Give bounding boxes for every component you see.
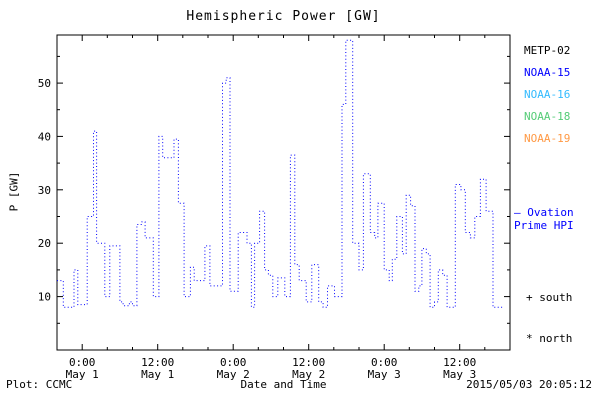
svg-text:0:00: 0:00 [220, 356, 247, 369]
chart-title: Hemispheric Power [GW] [186, 9, 381, 24]
svg-text:May 3: May 3 [368, 368, 401, 381]
svg-text:50: 50 [38, 77, 51, 90]
y-axis-label: P [GW] [7, 171, 21, 212]
ovation-prime-note: — Ovation Prime HPI [514, 206, 574, 232]
svg-text:10: 10 [38, 291, 51, 304]
x-axis-label: Date and Time [240, 378, 327, 391]
svg-text:12:00: 12:00 [292, 356, 325, 369]
svg-text:20: 20 [38, 237, 51, 250]
svg-text:May 2: May 2 [217, 368, 250, 381]
svg-text:12:00: 12:00 [443, 356, 476, 369]
svg-text:May 1: May 1 [66, 368, 99, 381]
south-marker-key: + south [526, 291, 573, 304]
plot-source: Plot: CCMC [6, 378, 73, 391]
svg-text:0:00: 0:00 [371, 356, 398, 369]
legend-item-noaa16: NOAA-16 [524, 88, 571, 101]
svg-text:May 3: May 3 [443, 368, 476, 381]
svg-text:May 1: May 1 [141, 368, 174, 381]
svg-text:12:00: 12:00 [141, 356, 174, 369]
north-marker-key: * north [526, 332, 573, 345]
plot-timestamp: 2015/05/03 20:05:12 [466, 378, 592, 391]
satellite-legend: METP-02 NOAA-15 NOAA-16 NOAA-18 NOAA-19 [524, 44, 570, 145]
svg-text:30: 30 [38, 184, 51, 197]
svg-text:40: 40 [38, 130, 51, 143]
svg-text:May 2: May 2 [292, 368, 325, 381]
ovation-note-line1: — Ovation [514, 206, 574, 219]
legend-item-noaa18: NOAA-18 [524, 110, 571, 123]
legend-item-metp02: METP-02 [524, 44, 571, 57]
ovation-note-line2: Prime HPI [514, 219, 574, 232]
legend-item-noaa19: NOAA-19 [524, 132, 571, 145]
svg-text:0:00: 0:00 [69, 356, 96, 369]
legend-item-noaa15: NOAA-15 [524, 66, 571, 79]
